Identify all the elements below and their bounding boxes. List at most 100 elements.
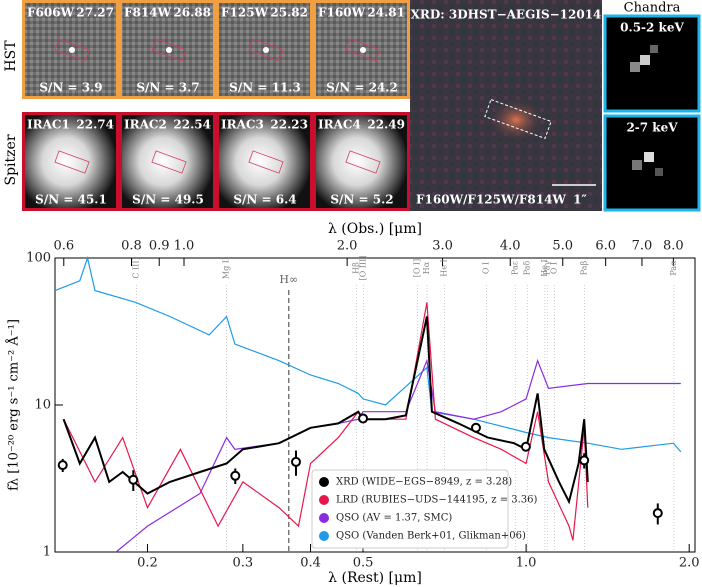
filter-label: F125W xyxy=(221,6,269,20)
line-label: [O I] xyxy=(412,259,421,278)
legend-marker xyxy=(319,531,329,541)
cutout xyxy=(119,112,216,211)
aperture xyxy=(248,150,284,174)
filter-label: F160W xyxy=(318,6,366,20)
legend-label: QSO (Vanden Berk+01, Glikman+06) xyxy=(336,531,526,542)
source xyxy=(263,47,269,53)
magnitude: 22.23 xyxy=(270,118,308,132)
filter-label: IRAC2 xyxy=(124,118,167,132)
row-label: Spitzer xyxy=(3,134,19,185)
x2-tick-label: 7.0 xyxy=(632,239,653,254)
snr: S/N = 45.1 xyxy=(35,193,107,207)
legend-label: LRD (RUBIES−UDS−144195, z = 3.36) xyxy=(336,495,538,506)
aperture xyxy=(345,150,381,174)
scale-label: 1″ xyxy=(573,193,587,207)
legend-marker xyxy=(319,513,329,523)
line-label: He I xyxy=(439,259,448,276)
spectrum xyxy=(62,316,589,505)
line-label: Hα xyxy=(422,261,431,274)
photometry-point xyxy=(470,422,481,433)
snr: S/N = 3.7 xyxy=(136,81,199,95)
band-label: 2-7 keV xyxy=(626,121,678,135)
x2-tick-label: 2.0 xyxy=(337,239,358,254)
source xyxy=(360,47,366,53)
x2-tick-label: 8.0 xyxy=(663,239,684,254)
filter-label: IRAC1 xyxy=(27,118,70,132)
line-label: Paα xyxy=(669,260,678,276)
line-label: Paβ xyxy=(580,260,589,275)
x2-tick-label: 1.0 xyxy=(174,239,195,254)
legend-marker xyxy=(319,495,329,505)
x2-tick-label: 0.8 xyxy=(121,239,142,254)
source xyxy=(640,55,650,65)
line-label: Paδ xyxy=(522,261,531,276)
aperture xyxy=(345,38,381,62)
source xyxy=(166,47,172,53)
legend-label: XRD (WIDE−EGS−8949, z = 3.28) xyxy=(336,477,512,488)
y-tick-label: 10 xyxy=(34,398,51,413)
photometry-point xyxy=(358,413,369,424)
source xyxy=(488,98,544,142)
cutout xyxy=(22,112,119,211)
line-label: Paγ xyxy=(542,260,551,275)
filter-label: F814W xyxy=(124,6,172,20)
aperture xyxy=(54,150,90,174)
photometry-point xyxy=(652,508,663,519)
y-tick-label: 1 xyxy=(43,545,51,560)
image xyxy=(603,114,701,212)
x2-tick-label: 0.9 xyxy=(149,239,170,254)
magnitude: 22.54 xyxy=(173,118,211,132)
source xyxy=(630,62,640,72)
chandra: Chandra 0.5-2 keV 2-7 keV xyxy=(603,1,701,212)
aperture xyxy=(248,38,284,62)
snr: S/N = 6.4 xyxy=(233,193,296,207)
line-label: Mg II xyxy=(222,257,231,279)
y-label: fλ [10⁻²⁰ erg s⁻¹ cm⁻² Å⁻¹] xyxy=(6,319,22,491)
magnitude: 24.81 xyxy=(367,6,405,20)
photometry-point xyxy=(579,455,590,466)
magnitude: 27.27 xyxy=(76,6,114,20)
line-label: C III] xyxy=(132,257,141,278)
snr: S/N = 5.2 xyxy=(330,193,393,207)
legend-marker xyxy=(319,477,329,487)
photometry-point xyxy=(128,474,139,485)
line-label: Paε xyxy=(510,261,519,275)
aperture xyxy=(484,98,552,140)
magnitude: 22.74 xyxy=(76,118,114,132)
x2-tick-label: 6.0 xyxy=(595,239,616,254)
snr: S/N = 3.9 xyxy=(39,81,102,95)
filter-label: IRAC4 xyxy=(318,118,361,132)
cutout xyxy=(313,112,410,211)
cutout xyxy=(216,112,313,211)
image-filters: F160W/F125W/F814W xyxy=(416,193,566,207)
photometry-point xyxy=(520,441,531,452)
photometry-point xyxy=(290,456,301,467)
magnitude: 22.49 xyxy=(367,118,405,132)
x-label: λ (Rest) [μm] xyxy=(328,570,422,586)
x2-tick-label: 4.0 xyxy=(500,239,521,254)
row-label: HST xyxy=(3,40,19,72)
chandra-title: Chandra xyxy=(624,1,681,16)
x-tick-label: 0.2 xyxy=(137,556,158,571)
x2-tick-label: 0.6 xyxy=(53,239,74,254)
line-label: O I xyxy=(550,262,559,274)
x-tick-label: 2.0 xyxy=(679,556,700,571)
source xyxy=(69,47,75,53)
band-label: 0.5-2 keV xyxy=(620,21,684,35)
x-tick-label: 1.0 xyxy=(516,556,537,571)
x2-tick-label: 3.0 xyxy=(432,239,453,254)
filter-label: IRAC3 xyxy=(221,118,264,132)
spectrum xyxy=(54,255,682,453)
xrd-image: XRD: 3DHST−AEGIS−12014 F160W/F125W/F814W… xyxy=(410,0,602,211)
x2-tick-label: 5.0 xyxy=(552,239,573,254)
image xyxy=(603,14,701,113)
line-label: He I xyxy=(540,259,549,276)
magnitude: 26.88 xyxy=(173,6,211,20)
snr: S/N = 11.3 xyxy=(229,81,301,95)
filter-label: F606W xyxy=(27,6,75,20)
line-label: O I xyxy=(481,262,490,274)
x-tick-label: 0.3 xyxy=(233,556,254,571)
x-tick-label: 0.5 xyxy=(353,556,374,571)
line-label: [O III] xyxy=(358,256,367,281)
